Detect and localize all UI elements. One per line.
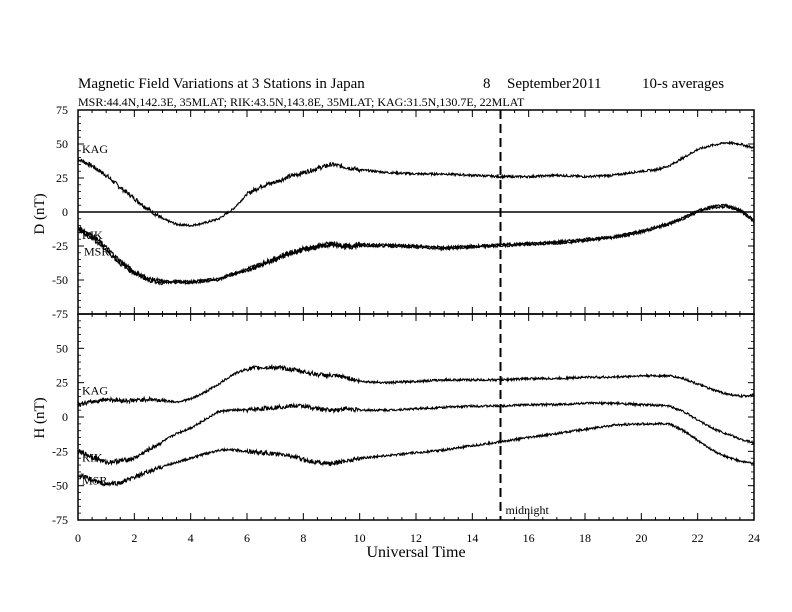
series-label-layer: KAG RIK MSR KAG RIK MSR [82,142,109,488]
y-tick-label: 25 [56,171,68,185]
title-month: September [507,76,571,92]
series-label-h-kag: KAG [82,384,108,398]
chart-title: Magnetic Field Variations at 3 Stations … [78,76,365,92]
h-axis-label: H (nT) [32,397,48,438]
x-tick-label: 2 [131,531,137,545]
title-day: 8 [483,76,491,92]
y-tick-label: 50 [56,341,68,355]
y-tick-label: 0 [62,205,68,219]
series-label-d-kag: KAG [82,142,108,156]
title-year: 2011 [572,76,601,92]
x-tick-label: 0 [75,531,81,545]
x-tick-label: 22 [692,531,704,545]
series-layer [77,140,755,487]
x-tick-label: 12 [410,531,422,545]
series-line-h-msr [77,421,755,487]
x-tick-label: 20 [635,531,647,545]
x-tick-label: 8 [300,531,306,545]
series-label-d-msr: MSR [84,245,109,259]
x-tick-label: 24 [748,531,760,545]
series-line-h-rik [77,400,755,467]
y-tick-label: -50 [52,273,68,287]
x-tick-label: 4 [188,531,194,545]
x-tick-label: 16 [523,531,535,545]
series-line-d-kag [77,140,755,228]
y-tick-label: -50 [52,479,68,493]
y-tick-label: 75 [56,103,68,117]
title-averages: 10-s averages [642,76,724,92]
d-axis-label: D (nT) [32,193,48,234]
series-label-d-rik: RIK [82,228,103,242]
x-tick-label: 10 [354,531,366,545]
series-line-d-msr [77,204,755,286]
y-tick-label: -75 [52,307,68,321]
series-label-h-rik: RIK [82,450,103,464]
x-tick-label: 14 [466,531,478,545]
midnight-label: midnight [506,503,550,517]
station-coordinates: MSR:44.4N,142.3E, 35MLAT; RIK:43.5N,143.… [78,95,525,109]
h-panel-frame [77,313,755,521]
x-axis-label: Universal Time [366,544,465,561]
x-tick-label: 6 [244,531,250,545]
y-tick-label: 50 [56,137,68,151]
series-line-d-rik [77,202,755,284]
y-tick-label: -25 [52,444,68,458]
series-label-h-msr: MSR [82,474,107,488]
y-tick-label: 25 [56,376,68,390]
y-tick-label: -75 [52,513,68,527]
y-tick-label: -25 [52,239,68,253]
y-tick-label: 0 [62,410,68,424]
series-line-h-kag [77,363,755,408]
x-tick-label: 18 [579,531,591,545]
